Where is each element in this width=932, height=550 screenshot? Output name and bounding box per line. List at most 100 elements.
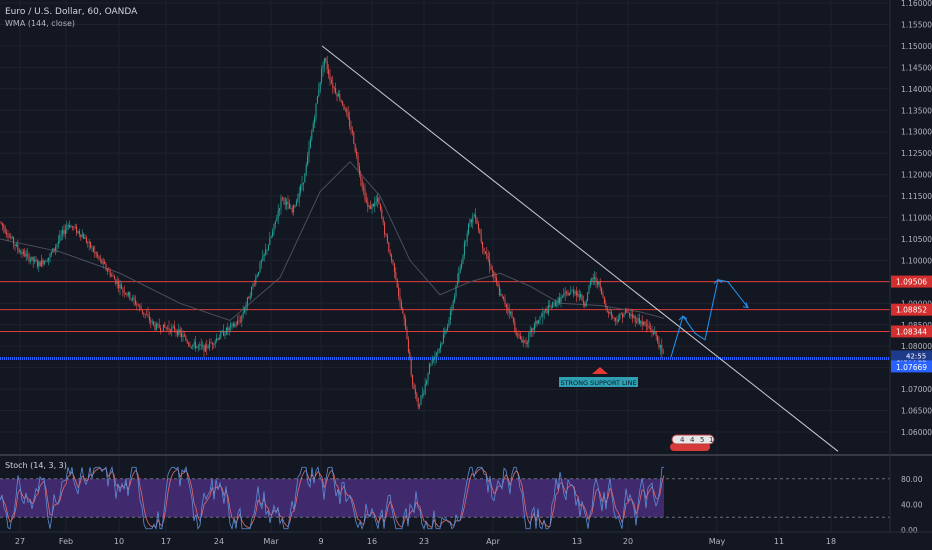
projection-arrow[interactable] — [670, 279, 749, 358]
stoch-tick-label: 0.00 — [901, 526, 918, 535]
candle-body — [251, 286, 253, 296]
candle-body — [29, 259, 31, 262]
price-tick-label: 1.13500 — [901, 106, 932, 115]
candle-body — [78, 231, 80, 235]
candle-body — [133, 297, 135, 300]
candle-body — [71, 226, 73, 228]
trendline[interactable] — [321, 45, 839, 452]
candle-body — [552, 302, 554, 308]
candle-body — [441, 342, 443, 345]
candle-body — [8, 236, 10, 238]
candle-body — [178, 329, 180, 335]
candle-body — [549, 305, 551, 307]
candle-body — [525, 340, 527, 344]
candle-body — [235, 323, 237, 325]
time-tick-label: 20 — [623, 537, 633, 546]
price-tick-label: 1.10000 — [901, 256, 932, 265]
candle-body — [510, 311, 512, 314]
candle-body — [24, 251, 26, 257]
candle-body — [581, 294, 583, 301]
candle-body — [73, 227, 75, 228]
candle-body — [622, 314, 624, 318]
candle-body — [386, 235, 388, 243]
candle-body — [305, 165, 307, 174]
candle-body — [169, 329, 171, 332]
candle-body — [193, 342, 195, 345]
candle-body — [325, 58, 327, 62]
stoch-axis[interactable]: 0.00 40.00 80.00 — [901, 475, 923, 535]
trendline-path[interactable] — [321, 45, 839, 452]
candle-body — [563, 293, 565, 296]
candle-body — [371, 203, 373, 209]
candle-body — [53, 248, 55, 250]
candle-body — [372, 203, 374, 207]
candle-body — [651, 329, 653, 332]
candle-body — [424, 383, 426, 394]
candle-body — [634, 315, 636, 322]
stoch-title[interactable]: Stoch (14, 3, 3) — [5, 461, 67, 470]
stoch-tick-label: 40.00 — [901, 500, 923, 509]
candle-body — [641, 321, 643, 325]
candle-body — [393, 263, 395, 272]
candle-body — [304, 173, 306, 183]
candle-body — [269, 237, 271, 246]
event-badges[interactable]: 4 4 5 1 — [670, 434, 715, 451]
candle-body — [430, 364, 432, 365]
candle-body — [330, 80, 332, 84]
candle-body — [596, 281, 598, 285]
horizontal-levels[interactable] — [0, 281, 890, 361]
candle-body — [589, 281, 591, 286]
candle-body — [568, 293, 570, 296]
candle-body — [221, 331, 223, 332]
candle-body — [472, 216, 474, 223]
candle-body — [448, 319, 450, 326]
candle-body — [490, 265, 492, 270]
candle-body — [32, 256, 34, 262]
price-tag — [891, 303, 932, 316]
candle-body — [339, 94, 341, 101]
time-tick-label: 11 — [774, 537, 784, 546]
symbol-title[interactable]: Euro / U.S. Dollar, 60, OANDA — [5, 7, 138, 17]
candle-body — [91, 247, 93, 249]
candle-body — [645, 324, 647, 326]
candle-body — [249, 295, 251, 299]
time-tick-label: 10 — [114, 537, 124, 546]
candle-body — [567, 292, 569, 296]
support-label: STRONG SUPPORT LINE — [560, 379, 636, 387]
candle-body — [518, 334, 520, 337]
candle-body — [454, 296, 456, 302]
candle-body — [521, 339, 523, 343]
candle-body — [456, 281, 458, 286]
candle-body — [497, 282, 499, 288]
indicator-title[interactable]: WMA (144, close) — [5, 19, 75, 28]
candle-body — [434, 355, 436, 360]
candle-body — [267, 245, 269, 250]
candle-body — [616, 320, 618, 322]
candle-body — [168, 327, 170, 330]
candle-body — [595, 277, 597, 282]
time-axis[interactable]: 27 Feb 10 17 24 Mar 9 16 23 Apr 13 20 May 11 18 — [15, 537, 836, 546]
countdown-tag — [891, 350, 932, 361]
candle-body — [260, 260, 262, 263]
candle-body — [438, 348, 440, 351]
candle-body — [272, 231, 274, 237]
stochastic-pane[interactable] — [0, 465, 890, 531]
support-label-box[interactable] — [559, 377, 638, 387]
price-tick-label: 1.11500 — [901, 192, 932, 201]
candle-body — [591, 278, 593, 282]
candle-body — [370, 205, 372, 209]
candle-body — [358, 166, 360, 175]
candle-body — [308, 147, 310, 156]
candle-body — [384, 222, 386, 234]
candle-body — [540, 316, 542, 318]
candle-body — [217, 338, 219, 340]
candle-body — [136, 304, 138, 305]
candle-body — [55, 246, 57, 250]
price-tick-label: 1.16000 — [901, 0, 932, 8]
candle-body — [87, 242, 89, 244]
price-tick-label: 1.15500 — [901, 20, 932, 29]
candle-body — [125, 293, 127, 294]
candle-body — [290, 208, 292, 209]
candle-body — [246, 297, 248, 305]
